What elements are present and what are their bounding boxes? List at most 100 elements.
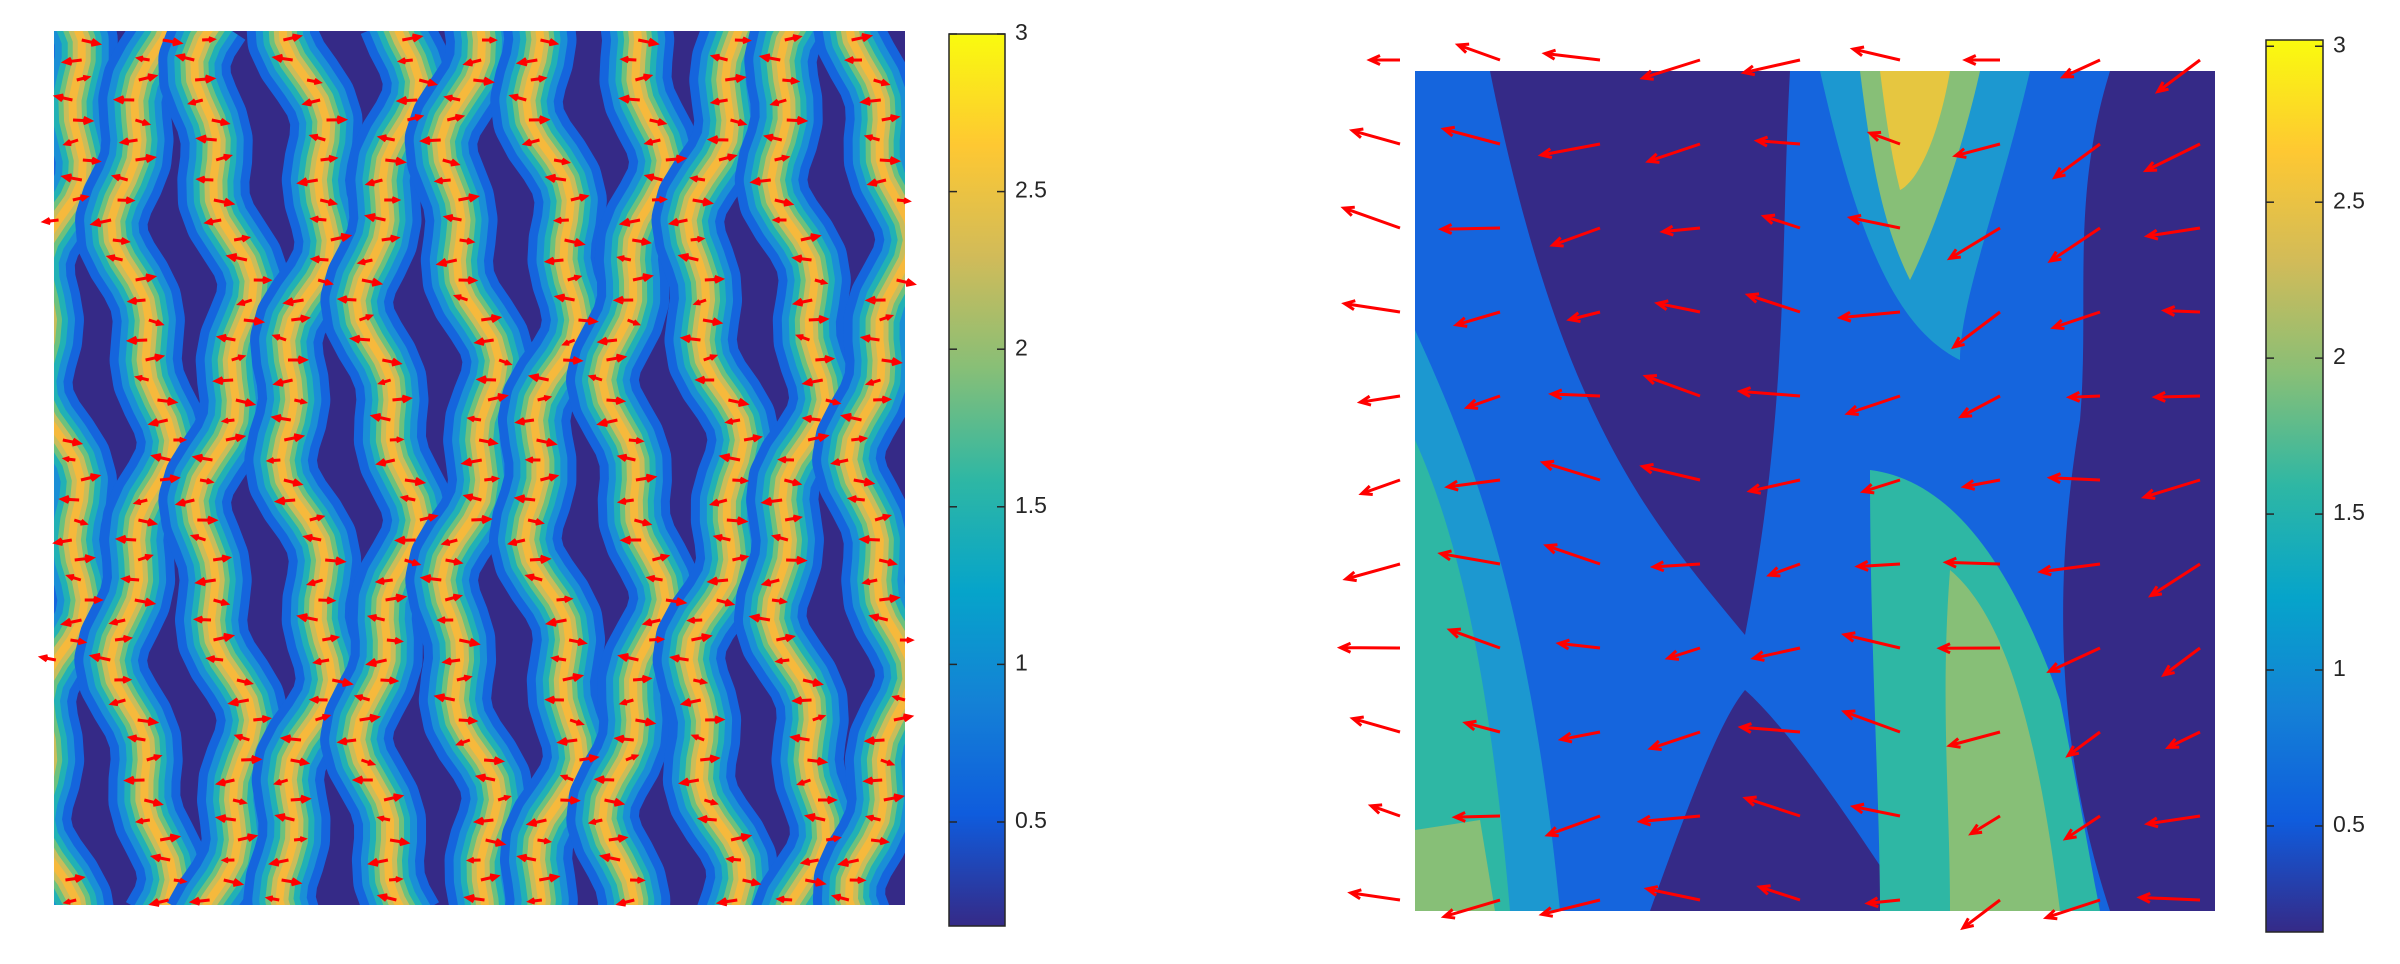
quiver-arrow [1451, 811, 1501, 823]
quiver-arrow [253, 714, 273, 724]
quiver-arrow [380, 676, 400, 685]
quiver-arrow [1444, 478, 1501, 492]
quiver-arrow [105, 254, 123, 262]
quiver-arrow [763, 133, 783, 142]
quiver-arrow [677, 253, 699, 262]
quiver-arrow [777, 455, 795, 464]
quiver-arrow [678, 777, 700, 787]
quiver-arrow [1446, 627, 1501, 650]
quiver-arrow [322, 634, 341, 643]
quiver-arrow [37, 654, 57, 663]
quiver-arrow [296, 177, 319, 187]
quiver-arrow [301, 98, 321, 107]
quiver-arrow [399, 494, 416, 502]
contour-ridge [683, 31, 749, 905]
quiver-arrow [435, 257, 458, 268]
quiver-arrow [2143, 226, 2201, 241]
quiver-arrow [2065, 730, 2101, 758]
quiver-arrow [804, 877, 827, 887]
quiver-arrow [114, 534, 137, 544]
contour-ridge [520, 31, 584, 905]
quiver-arrow [1452, 310, 1501, 328]
quiver-arrow [776, 633, 796, 643]
quiver-arrow [138, 517, 159, 527]
quiver-arrow [40, 217, 59, 226]
quiver-arrow [725, 73, 747, 84]
quiver-arrow [1841, 709, 1901, 734]
quiver-arrow [150, 453, 171, 462]
quiver-arrow [2142, 142, 2201, 173]
quiver-arrow [114, 675, 133, 684]
quiver-arrow [634, 518, 653, 527]
quiver-arrow [617, 652, 639, 662]
quiver-arrow [708, 498, 728, 507]
quiver-arrow [814, 278, 829, 285]
quiver-arrow [396, 57, 413, 65]
quiver-arrow [844, 56, 863, 65]
quiver-arrow [381, 234, 401, 243]
quiver-arrow [649, 118, 668, 126]
quiver-arrow [716, 598, 736, 607]
quiver-arrow [312, 657, 330, 666]
quiver-arrow [81, 38, 103, 47]
quiver-arrow [281, 877, 303, 887]
quiver-arrow [2147, 562, 2201, 598]
quiver-arrow [76, 74, 92, 82]
quiver-arrow [861, 578, 878, 586]
quiver-arrow [851, 33, 874, 43]
quiver-arrow [712, 534, 731, 542]
quiver-arrow [812, 714, 827, 722]
quiver-arrow [211, 117, 231, 127]
quiver-arrow [587, 818, 603, 825]
quiver-arrow [376, 815, 391, 822]
quiver-arrow [126, 734, 146, 743]
quiver-arrow [108, 618, 126, 626]
quiver-arrow [1854, 560, 1901, 572]
quiver-arrow [536, 437, 558, 447]
quiver-arrow [774, 154, 791, 162]
quiver-arrow [84, 595, 104, 605]
quiver-arrow [458, 193, 480, 203]
quiver-arrow [197, 515, 219, 525]
quiver-arrow [553, 293, 575, 303]
quiver-arrow [881, 357, 903, 367]
quiver-arrow [632, 237, 652, 246]
quiver-arrow [195, 134, 217, 144]
quiver-arrow [1849, 802, 1901, 818]
quiver-arrow [545, 617, 567, 627]
quiver-arrow [471, 514, 493, 525]
quiver-arrow [359, 713, 381, 723]
quiver-arrow [544, 695, 564, 705]
quiver-arrow [418, 78, 439, 87]
quiver-arrow [696, 814, 717, 824]
quiver-arrow [616, 497, 634, 505]
quiver-arrow [445, 557, 464, 566]
quiver-arrow [395, 95, 418, 106]
quiver-arrow [214, 778, 235, 787]
quiver-arrow [110, 173, 129, 182]
quiver-arrow [803, 813, 826, 823]
quiver-arrow [114, 634, 134, 643]
quiver-arrow [52, 537, 73, 546]
quiver-arrow [515, 57, 538, 67]
quiver [37, 33, 2201, 931]
quiver-arrow [692, 298, 707, 306]
colorbar-tick-label: 2.5 [2333, 187, 2365, 213]
quiver-arrow [1347, 888, 1401, 902]
quiver-arrow [760, 496, 783, 507]
quiver-arrow [508, 93, 527, 102]
contour-ridge [598, 31, 670, 905]
quiver-arrow [452, 294, 469, 302]
quiver-arrow [619, 55, 637, 64]
quiver-arrow [433, 693, 456, 703]
quiver-arrow [513, 494, 536, 504]
quiver-arrow [530, 75, 548, 83]
quiver-arrow [283, 33, 303, 42]
quiver-arrow [709, 97, 728, 106]
quiver-arrow [1566, 310, 1601, 324]
quiver-arrow [374, 577, 393, 586]
quiver-arrow [743, 434, 763, 443]
quiver-arrow [596, 418, 618, 428]
quiver-arrow [883, 793, 906, 803]
quiver-arrow [864, 814, 881, 822]
